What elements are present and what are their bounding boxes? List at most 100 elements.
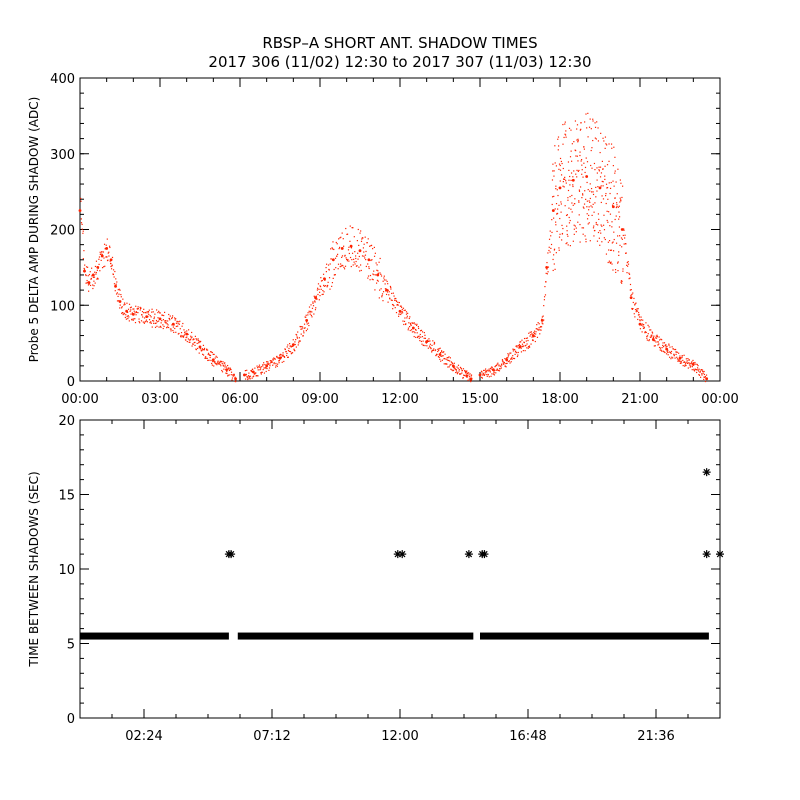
scatter-dot (381, 296, 383, 298)
scatter-dot (578, 200, 580, 202)
scatter-dot (652, 339, 654, 342)
scatter-dot (450, 368, 452, 370)
scatter-dot (415, 336, 417, 338)
scatter-dot (651, 336, 653, 338)
scatter-dot (589, 118, 591, 120)
scatter-dot (372, 273, 374, 275)
scatter-dot (637, 308, 639, 310)
scatter-dot (488, 376, 490, 378)
scatter-dot (227, 364, 229, 367)
scatter-dot (221, 362, 223, 365)
scatter-dot (603, 237, 605, 239)
scatter-dot (403, 309, 405, 312)
scatter-dot (400, 312, 402, 314)
scatter-dot (527, 347, 529, 349)
scatter-dot (84, 264, 86, 266)
scatter-dot (650, 329, 652, 331)
scatter-dot (309, 313, 311, 315)
scatter-dot (136, 308, 139, 310)
scatter-dot (566, 214, 568, 216)
data-point (678, 356, 682, 360)
scatter-dot (209, 356, 211, 359)
scatter-dot (197, 338, 199, 340)
scatter-dot (99, 251, 101, 253)
scatter-dot (335, 267, 337, 269)
scatter-dot (125, 309, 127, 312)
scatter-dot (461, 369, 464, 372)
scatter-dot (452, 369, 455, 371)
scatter-dot (651, 332, 654, 334)
scatter-dot (521, 343, 524, 345)
scatter-dot (588, 214, 590, 217)
scatter-dot (646, 335, 649, 337)
scatter-dot (550, 243, 553, 246)
scatter-dot (483, 374, 485, 376)
scatter-dot (194, 341, 196, 343)
scatter-dot (640, 319, 643, 321)
scatter-dot (175, 331, 177, 333)
scatter-dot (506, 357, 508, 359)
scatter-dot (554, 268, 556, 270)
scatter-dot (369, 279, 371, 281)
data-point (438, 353, 442, 356)
scatter-dot (83, 267, 85, 270)
scatter-dot (453, 367, 455, 369)
scatter-dot (615, 271, 617, 274)
scatter-dot (329, 263, 331, 265)
scatter-dot (263, 362, 265, 364)
scatter-dot (205, 349, 208, 351)
scatter-dot (339, 266, 341, 268)
scatter-dot (662, 342, 664, 344)
scatter-dot (574, 120, 577, 122)
scatter-dot (567, 197, 569, 199)
scatter-dot (269, 365, 271, 367)
scatter-dot (150, 316, 152, 318)
scatter-dot (558, 145, 560, 147)
scatter-dot (693, 368, 695, 370)
scatter-dot (580, 122, 582, 124)
scatter-dot (574, 203, 576, 205)
scatter-dot (405, 313, 408, 315)
scatter-dot (600, 132, 602, 134)
scatter-dot (559, 169, 562, 171)
scatter-dot (294, 341, 296, 343)
scatter-dot (345, 257, 347, 259)
scatter-dot (625, 243, 627, 245)
scatter-dot (447, 359, 450, 362)
scatter-dot (402, 312, 404, 314)
scatter-dot (409, 322, 412, 324)
scatter-dot (365, 258, 367, 261)
scatter-dot (381, 293, 384, 295)
scatter-dot (453, 362, 455, 364)
scatter-dot (213, 365, 215, 367)
scatter-dot (273, 362, 275, 364)
scatter-dot (83, 250, 85, 252)
scatter-dot (539, 333, 541, 335)
scatter-dot (424, 334, 426, 336)
scatter-dot (318, 299, 320, 301)
scatter-dot (704, 375, 706, 378)
scatter-dot (409, 329, 411, 332)
scatter-dot (315, 295, 317, 297)
scatter-dot (605, 202, 607, 205)
scatter-dot (359, 232, 361, 234)
scatter-dot (115, 283, 117, 285)
scatter-dot (586, 218, 589, 220)
scatter-dot (494, 365, 497, 367)
scatter-dot (639, 320, 641, 322)
scatter-dot (603, 140, 605, 142)
scatter-dot (612, 165, 614, 167)
scatter-dot (186, 340, 188, 343)
scatter-dot (363, 243, 365, 245)
scatter-dot (322, 289, 324, 292)
scatter-dot (451, 369, 453, 371)
scatter-dot (582, 176, 584, 178)
scatter-dot (380, 288, 382, 290)
scatter-dot (704, 380, 707, 383)
scatter-dot (202, 344, 205, 346)
scatter-dot (410, 329, 413, 331)
data-point (211, 358, 215, 362)
scatter-dot (511, 356, 513, 359)
scatter-dot (569, 219, 571, 222)
scatter-dot (680, 362, 682, 364)
